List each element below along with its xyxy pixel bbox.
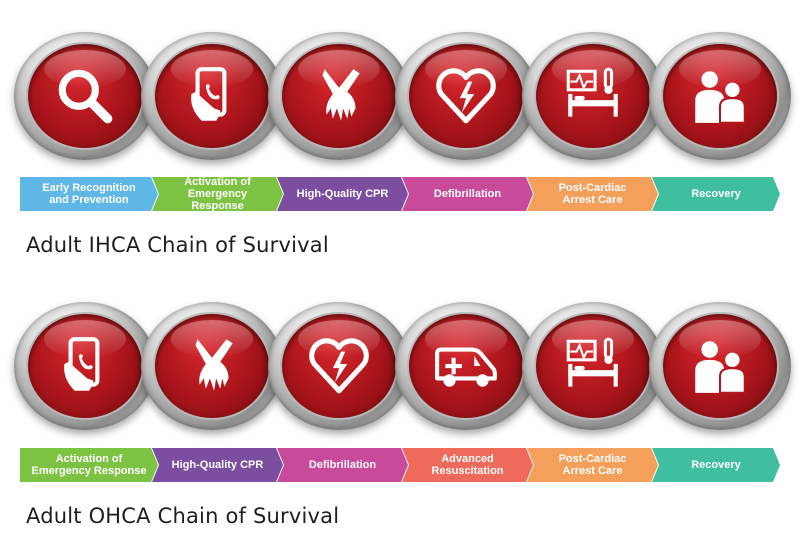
ohca-link-3 xyxy=(268,302,410,430)
hospital-bed-monitor-icon xyxy=(566,67,618,117)
ambulance-icon xyxy=(435,347,497,387)
ihca-link-5 xyxy=(522,32,664,160)
ihca-step-early-recognition: Early Recognition and Prevention xyxy=(20,177,158,211)
phone-in-hand-icon xyxy=(64,337,100,391)
cpr-hands-icon xyxy=(322,69,360,121)
ohca-step-activation: Activation of Emergency Response xyxy=(20,448,158,482)
ohca-caption: Adult OHCA Chain of Survival xyxy=(26,504,340,528)
ohca-link-1 xyxy=(14,302,156,430)
ihca-link-1 xyxy=(14,32,156,160)
ihca-step-recovery: Recovery xyxy=(652,177,780,211)
phone-in-hand-icon xyxy=(191,67,227,121)
ihca-step-defibrillation: Defibrillation xyxy=(402,177,533,211)
ihca-link-6 xyxy=(649,32,791,160)
ohca-step-cpr: High-Quality CPR xyxy=(152,448,283,482)
ihca-step-post-arrest-care: Post-Cardiac Arrest Care xyxy=(527,177,658,211)
family-recovery-icon xyxy=(695,341,746,394)
ohca-chain-links xyxy=(0,270,800,440)
ohca-step-defibrillation: Defibrillation xyxy=(277,448,408,482)
ihca-link-4 xyxy=(395,32,537,160)
ohca-step-post-arrest-care: Post-Cardiac Arrest Care xyxy=(527,448,658,482)
ihca-steps-bar: Early Recognition and Prevention Activat… xyxy=(20,177,780,211)
ohca-steps-bar: Activation of Emergency Response High-Qu… xyxy=(20,448,780,482)
ihca-chain-links xyxy=(0,0,800,170)
family-recovery-icon xyxy=(695,71,746,124)
ohca-link-2 xyxy=(141,302,283,430)
ohca-link-6 xyxy=(649,302,791,430)
ihca-step-activation: Activation of Emergency Response xyxy=(152,177,283,211)
heart-defibrillation-icon xyxy=(436,68,496,124)
ihca-link-2 xyxy=(141,32,283,160)
ohca-step-advanced-resuscitation: Advanced Resuscitation xyxy=(402,448,533,482)
hospital-bed-monitor-icon xyxy=(566,337,618,387)
ihca-step-cpr: High-Quality CPR xyxy=(277,177,408,211)
heart-defibrillation-icon xyxy=(309,338,369,394)
ohca-link-4 xyxy=(395,302,537,430)
ihca-caption: Adult IHCA Chain of Survival xyxy=(26,233,329,257)
ohca-step-recovery: Recovery xyxy=(652,448,780,482)
ihca-link-3 xyxy=(268,32,410,160)
magnifier-icon xyxy=(58,69,113,124)
ohca-link-5 xyxy=(522,302,664,430)
cpr-hands-icon xyxy=(195,339,233,391)
